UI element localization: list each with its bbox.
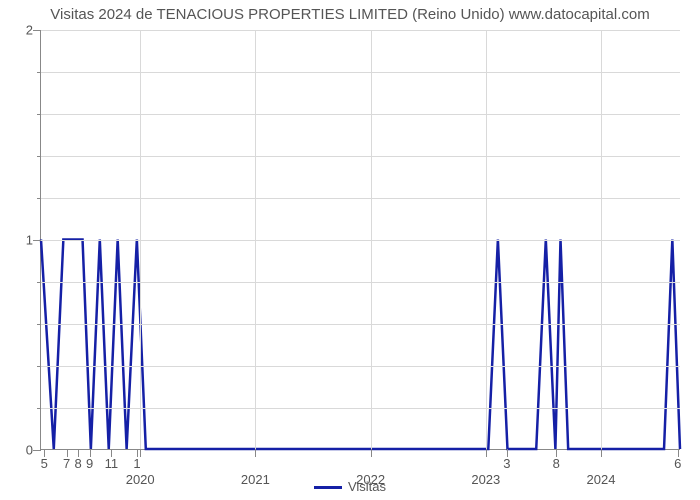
y-tick-minor — [37, 156, 41, 157]
x-minor-label: 9 — [86, 456, 93, 471]
y-tick-minor — [37, 72, 41, 73]
gridline-vertical — [486, 30, 487, 449]
gridline-vertical — [255, 30, 256, 449]
gridline-vertical — [601, 30, 602, 449]
y-tick-minor — [37, 198, 41, 199]
x-tick — [371, 449, 372, 457]
gridline-horizontal-minor — [41, 72, 680, 73]
series-polyline — [41, 240, 680, 450]
legend-swatch — [314, 486, 342, 489]
chart-container: Visitas 2024 de TENACIOUS PROPERTIES LIM… — [0, 0, 700, 500]
gridline-horizontal — [41, 240, 680, 241]
y-tick-label: 2 — [11, 23, 33, 38]
legend: Visitas — [0, 479, 700, 494]
y-tick — [33, 450, 41, 451]
legend-label: Visitas — [348, 479, 386, 494]
gridline-vertical — [371, 30, 372, 449]
plot-area: 012202020212022202320245789111386 — [40, 30, 680, 450]
x-minor-label: 5 — [41, 456, 48, 471]
x-minor-label: 6 — [674, 456, 681, 471]
gridline-horizontal-minor — [41, 156, 680, 157]
x-tick — [486, 449, 487, 457]
chart-title: Visitas 2024 de TENACIOUS PROPERTIES LIM… — [0, 6, 700, 23]
x-minor-label: 1 — [133, 456, 140, 471]
x-tick — [255, 449, 256, 457]
x-minor-label: 11 — [105, 456, 119, 471]
y-tick-label: 0 — [11, 443, 33, 458]
gridline-horizontal-minor — [41, 324, 680, 325]
x-minor-label: 7 — [63, 456, 70, 471]
x-minor-label: 8 — [553, 456, 560, 471]
y-tick-minor — [37, 324, 41, 325]
x-minor-label: 8 — [74, 456, 81, 471]
gridline-horizontal-minor — [41, 408, 680, 409]
y-tick-minor — [37, 408, 41, 409]
gridline-horizontal-minor — [41, 282, 680, 283]
x-tick — [601, 449, 602, 457]
gridline-vertical — [140, 30, 141, 449]
y-tick — [33, 240, 41, 241]
y-tick-label: 1 — [11, 233, 33, 248]
gridline-horizontal-minor — [41, 114, 680, 115]
gridline-horizontal-minor — [41, 366, 680, 367]
x-minor-label: 3 — [503, 456, 510, 471]
gridline-horizontal — [41, 30, 680, 31]
y-tick-minor — [37, 114, 41, 115]
y-tick-minor — [37, 282, 41, 283]
y-tick — [33, 30, 41, 31]
y-tick-minor — [37, 366, 41, 367]
gridline-horizontal-minor — [41, 198, 680, 199]
